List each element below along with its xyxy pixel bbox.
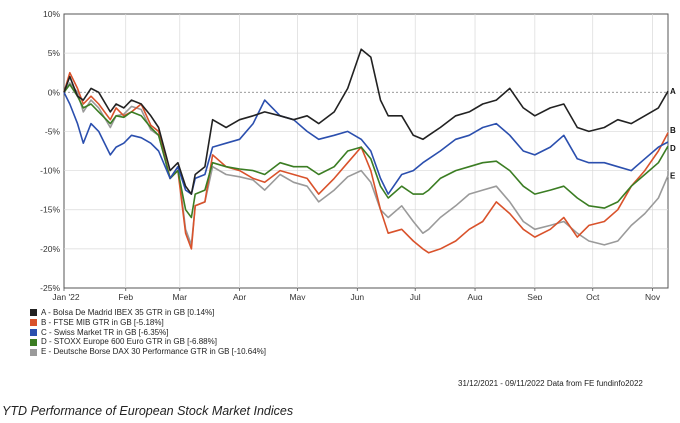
x-tick-label: May: [289, 292, 306, 300]
legend-item: D - STOXX Europe 600 Euro GTR in GB [-6.…: [30, 337, 266, 347]
x-tick-label: Jul: [410, 292, 421, 300]
x-tick-label: Aug: [467, 292, 482, 300]
series-lines: [63, 48, 669, 254]
x-tick-label: Mar: [172, 292, 187, 300]
legend: A - Bolsa De Madrid IBEX 35 GTR in GB [0…: [30, 308, 266, 357]
end-labels: A BD E: [670, 87, 676, 180]
end-label-D: D: [670, 144, 676, 153]
legend-swatch: [30, 309, 37, 317]
x-tick-label: Nov: [645, 292, 661, 300]
legend-label: D - STOXX Europe 600 Euro GTR in GB [-6.…: [41, 337, 217, 347]
axes: 10% 5% 0% -5% -10% -15% -20% -25%Jan '22 Feb Mar A…: [40, 9, 661, 300]
y-tick-label: 5%: [48, 48, 61, 58]
x-tick-label: Sep: [527, 292, 542, 300]
x-tick-label: Apr: [233, 292, 246, 300]
legend-swatch: [30, 348, 37, 356]
legend-swatch: [30, 319, 37, 327]
x-tick-label: Jan '22: [52, 292, 79, 300]
legend-item: E - Deutsche Borse DAX 30 Performance GT…: [30, 347, 266, 357]
series-line-B: [63, 71, 669, 254]
legend-swatch: [30, 338, 37, 346]
legend-item: B - FTSE MIB GTR in GB [-5.18%]: [30, 318, 266, 328]
plot-frame: [63, 13, 669, 289]
legend-label: B - FTSE MIB GTR in GB [-5.18%]: [41, 317, 164, 327]
x-tick-label: Jun: [350, 292, 364, 300]
series-line-E: [63, 82, 669, 246]
chart-caption: YTD Performance of European Stock Market…: [2, 404, 294, 418]
series-line-D: [63, 83, 669, 219]
y-tick-label: -5%: [45, 126, 61, 136]
y-tick-label: 0%: [48, 87, 61, 97]
grid: [63, 13, 669, 289]
y-tick-label: -20%: [40, 244, 60, 254]
legend-swatch: [30, 328, 37, 336]
series-line-C: [63, 91, 669, 195]
y-tick-label: -15%: [40, 205, 60, 215]
end-label-E: E: [670, 172, 676, 181]
x-tick-label: Oct: [586, 292, 600, 300]
y-tick-label: -10%: [40, 166, 60, 176]
end-label-B: B: [670, 126, 676, 135]
y-tick-label: -25%: [40, 283, 60, 293]
legend-label: C - Swiss Market TR in GB [-6.35%]: [41, 327, 169, 337]
y-tick-label: 10%: [43, 9, 60, 19]
end-label-A: A: [670, 87, 676, 96]
chart-area: 10% 5% 0% -5% -10% -15% -20% -25%Jan '22 Feb Mar A…: [40, 9, 676, 300]
legend-label: A - Bolsa De Madrid IBEX 35 GTR in GB [0…: [41, 308, 215, 317]
source-note: 31/12/2021 - 09/11/2022 Data from FE fun…: [458, 379, 643, 388]
legend-item: C - Swiss Market TR in GB [-6.35%]: [30, 328, 266, 338]
series-line-A: [63, 48, 669, 195]
legend-item: A - Bolsa De Madrid IBEX 35 GTR in GB [0…: [30, 308, 266, 318]
x-tick-label: Feb: [118, 292, 133, 300]
legend-label: E - Deutsche Borse DAX 30 Performance GT…: [41, 347, 266, 357]
